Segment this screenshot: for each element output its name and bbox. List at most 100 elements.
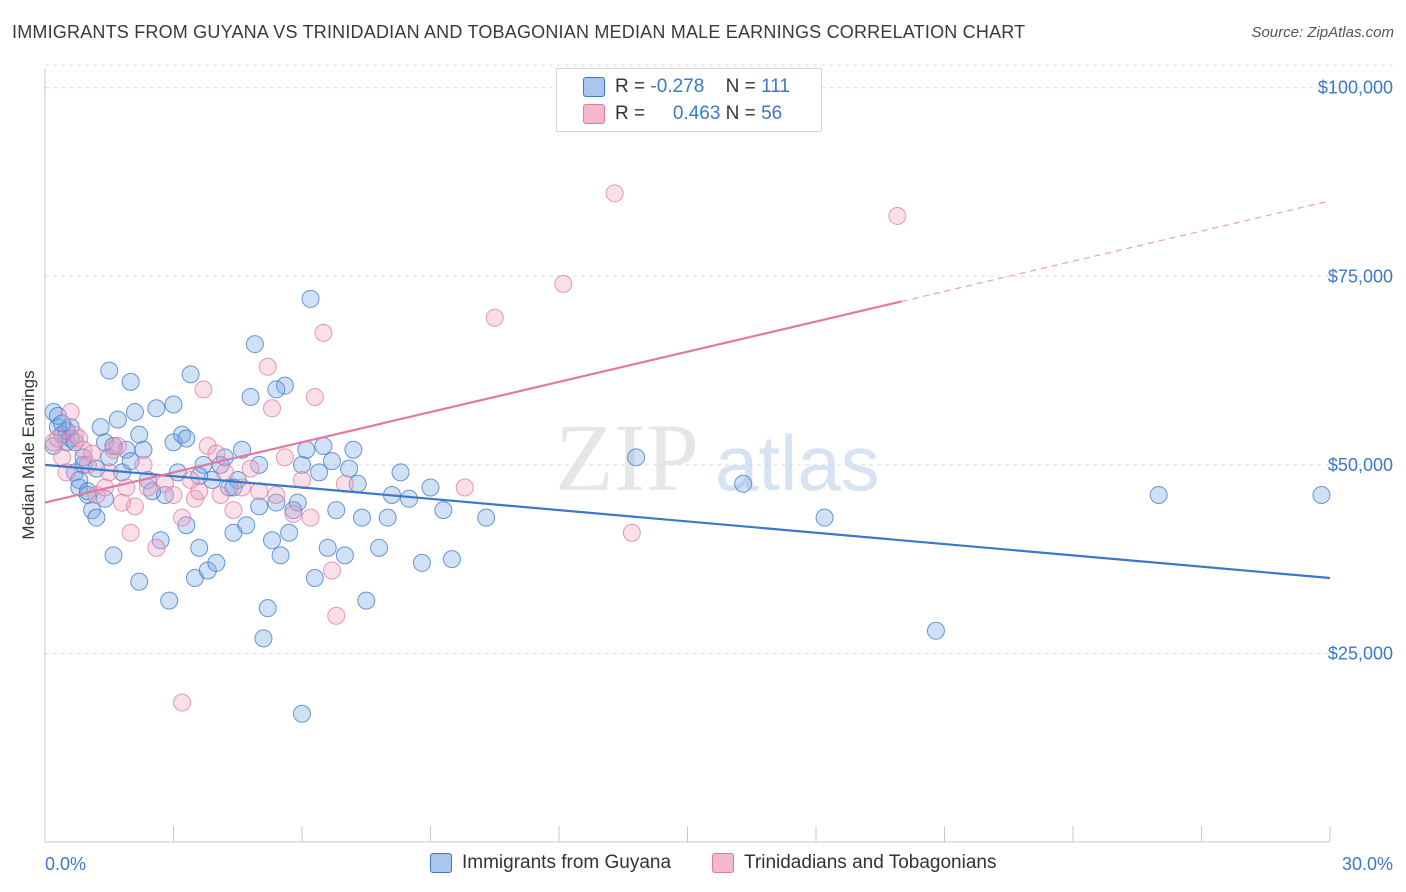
guyana-point xyxy=(477,508,496,527)
guyana-point xyxy=(926,621,945,640)
trinidad-point xyxy=(322,561,341,580)
y-tick-labels: $25,000 $50,000 $75,000 $100,000 xyxy=(1318,78,1393,664)
trinidad-point xyxy=(147,538,166,557)
legend-row-guyana: R = -0.278 N = 111 xyxy=(583,75,790,99)
trinidad-point xyxy=(194,380,213,399)
guyana-point xyxy=(108,410,127,429)
guyana-point xyxy=(370,538,389,557)
trinidad-point xyxy=(61,403,80,422)
trinidad-point xyxy=(74,440,93,459)
trinidad-point xyxy=(267,486,286,505)
watermark-atlas: atlas xyxy=(715,419,880,507)
guyana-point xyxy=(340,459,359,478)
guyana-point xyxy=(177,429,196,448)
bottom-legend-trinidad: Trinidadians and Tobagonians xyxy=(712,852,996,874)
trinidad-point xyxy=(190,482,209,501)
trinidad-point xyxy=(485,308,504,327)
guyana-point xyxy=(352,508,371,527)
bottom-legend-guyana: Immigrants from Guyana xyxy=(430,852,671,874)
guyana-point xyxy=(391,463,410,482)
legend-n-label: N = xyxy=(725,76,756,97)
bottom-legend-swatch-blue xyxy=(430,853,452,873)
guyana-point xyxy=(275,376,294,395)
trinidad-point xyxy=(125,497,144,516)
trinidad-point xyxy=(258,357,277,376)
trinidad-point xyxy=(108,437,127,455)
guyana-point xyxy=(130,572,149,591)
guyana-point xyxy=(164,395,183,414)
bottom-legend-swatch-pink xyxy=(712,853,734,873)
guyana-point xyxy=(254,629,273,648)
legend-r-value: 0.463 xyxy=(672,103,721,124)
guyana-point xyxy=(1312,486,1331,505)
trinidad-point xyxy=(263,399,282,418)
guyana-point xyxy=(134,440,153,459)
guyana-point xyxy=(327,501,346,520)
guyana-point xyxy=(250,455,269,474)
trinidad-point xyxy=(605,184,624,203)
legend-n-value: 56 xyxy=(761,103,783,124)
guyana-point xyxy=(293,704,311,723)
guyana-point xyxy=(147,399,166,418)
x-tick-label: 0.0% xyxy=(45,854,86,874)
guyana-point xyxy=(91,418,110,437)
guyana-point xyxy=(288,493,307,512)
legend-r-value: -0.278 xyxy=(650,76,705,97)
guyana-point xyxy=(378,508,397,527)
guyana-point xyxy=(267,493,286,512)
trinidad-point xyxy=(224,501,243,520)
trinidad-point xyxy=(241,459,260,478)
guyana-point xyxy=(322,452,341,471)
guyana-point xyxy=(250,497,269,516)
guyana-point xyxy=(815,508,834,527)
trend-line-trinidad xyxy=(44,300,902,504)
trinidad-point xyxy=(70,429,89,448)
guyana-point xyxy=(121,372,140,391)
trinidad-point xyxy=(215,463,234,482)
guyana-point xyxy=(87,508,106,527)
y-tick-label: $75,000 xyxy=(1328,266,1393,286)
trinidad-point xyxy=(121,523,140,542)
trinidad-point xyxy=(301,508,320,527)
trinidad-point xyxy=(211,486,230,505)
trend-lines xyxy=(44,200,1331,580)
guyana-point xyxy=(233,440,252,459)
guyana-point xyxy=(245,335,264,354)
guyana-point xyxy=(104,546,123,565)
guyana-point xyxy=(207,553,226,572)
trinidad-point xyxy=(622,523,641,542)
guyana-point xyxy=(293,455,311,474)
guyana-point xyxy=(258,599,277,618)
trinidad-point xyxy=(275,448,294,467)
y-tick-label: $25,000 xyxy=(1328,643,1393,663)
guyana-point xyxy=(421,478,440,497)
trinidad-point xyxy=(554,274,573,293)
guyana-point xyxy=(125,403,144,422)
guyana-point xyxy=(297,440,316,459)
legend-swatch-pink xyxy=(583,104,605,124)
guyana-point xyxy=(734,474,753,493)
guyana-point xyxy=(301,289,320,308)
x-tick-labels: 0.0% 30.0% xyxy=(45,854,1393,874)
guyana-point xyxy=(318,538,337,557)
guyana-point xyxy=(357,591,376,610)
guyana-point xyxy=(267,380,286,399)
guyana-point xyxy=(412,553,431,572)
guyana-point xyxy=(1149,486,1168,505)
trinidad-point xyxy=(83,444,102,463)
guyana-point xyxy=(627,448,646,467)
trinidad-point xyxy=(314,323,333,342)
guyana-point xyxy=(271,546,290,565)
guyana-point xyxy=(434,501,453,520)
trinidad-point xyxy=(53,448,72,467)
trinidad-point xyxy=(284,504,303,523)
correlation-legend: R = -0.278 N = 111 R = 0.463 N = 56 xyxy=(556,68,822,132)
trend-line-guyana xyxy=(44,463,1331,580)
guyana-point xyxy=(181,365,200,384)
guyana-point xyxy=(190,538,209,557)
guyana-point xyxy=(314,437,333,455)
chart-source: Source: ZipAtlas.com xyxy=(1251,24,1394,41)
y-tick-label: $50,000 xyxy=(1328,455,1393,475)
guyana-point xyxy=(104,437,123,455)
